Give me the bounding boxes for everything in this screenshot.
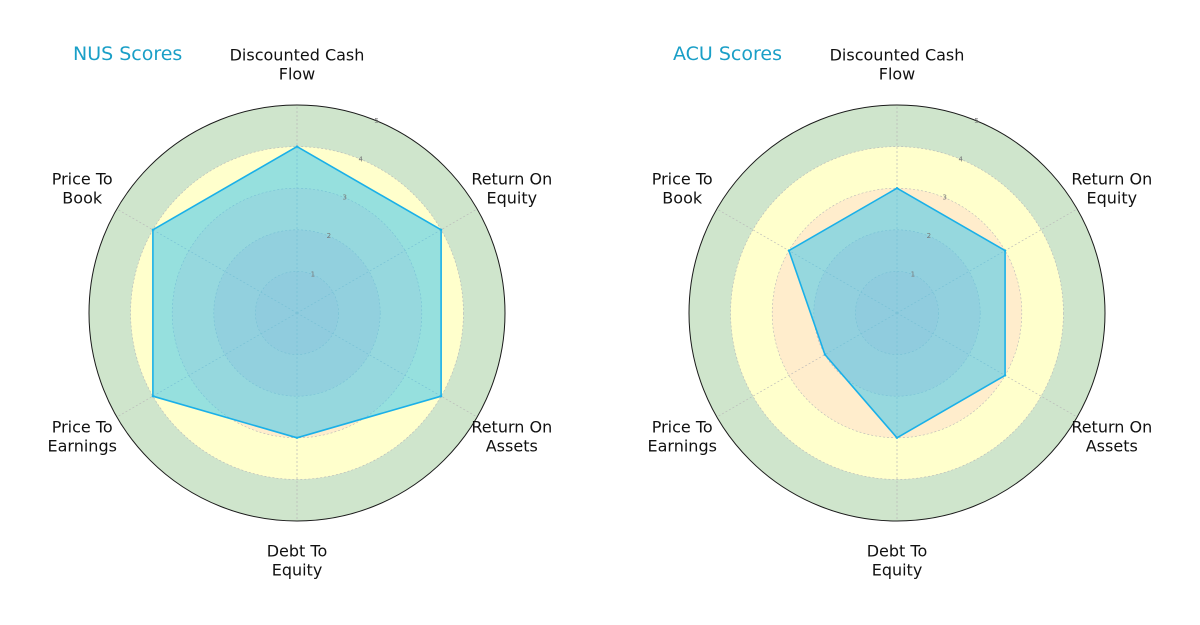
score-point-discounted-cash-flow: [295, 145, 299, 148]
radial-tick-label: 2: [327, 232, 331, 240]
axis-label-price-to-earnings: Price To Earnings: [648, 417, 717, 455]
axis-label-line: Discounted Cash: [830, 45, 965, 64]
axis-label-line: Return On: [471, 169, 552, 188]
axis-label-line: Flow: [279, 64, 316, 83]
axis-label-line: Equity: [272, 560, 323, 579]
score-point-price-to-earnings: [151, 395, 155, 398]
axis-label-return-on-assets: Return On Assets: [471, 417, 552, 455]
chart-title: ACU Scores: [673, 43, 782, 65]
chart-title: NUS Scores: [73, 43, 182, 65]
axis-label-line: Debt To: [267, 541, 328, 560]
grid-ring-3: [771, 187, 1023, 439]
score-point-discounted-cash-flow: [895, 187, 899, 190]
axis-label-line: Return On: [1071, 169, 1152, 188]
axis-label-return-on-equity: Return On Equity: [1071, 169, 1152, 207]
score-point-debt-to-equity: [895, 436, 899, 439]
axis-label-line: Price To: [652, 417, 713, 436]
axis-label-return-on-equity: Return On Equity: [471, 169, 552, 207]
score-point-return-on-equity: [1003, 249, 1007, 252]
axis-label-price-to-book: Price To Book: [52, 169, 113, 207]
axis-label-return-on-assets: Return On Assets: [1071, 417, 1152, 455]
axis-label-price-to-book: Price To Book: [652, 169, 713, 207]
axis-label-line: Flow: [879, 64, 916, 83]
axis-label-line: Equity: [1086, 188, 1137, 207]
axis-label-line: Return On: [471, 417, 552, 436]
axis-label-price-to-earnings: Price To Earnings: [48, 417, 117, 455]
grid-ring-4: [730, 146, 1064, 480]
radial-tick-label: 4: [358, 155, 363, 163]
radial-tick-label: 3: [343, 194, 347, 202]
axis-label-line: Price To: [52, 169, 113, 188]
axis-label-line: Return On: [1071, 417, 1152, 436]
axis-label-debt-to-equity: Debt To Equity: [867, 541, 928, 579]
axis-label-line: Equity: [486, 188, 537, 207]
score-point-return-on-assets: [1003, 374, 1007, 377]
axis-label-line: Price To: [652, 169, 713, 188]
axis-label-line: Book: [662, 188, 703, 207]
score-point-debt-to-equity: [295, 436, 299, 439]
score-point-return-on-assets: [439, 395, 443, 398]
radial-tick-label: 2: [927, 232, 931, 240]
score-point-price-to-book: [151, 228, 155, 231]
axis-label-line: Discounted Cash: [230, 45, 365, 64]
axis-label-line: Assets: [1086, 436, 1138, 455]
axis-label-line: Assets: [486, 436, 538, 455]
outer-ring: [688, 104, 1106, 522]
axis-label-line: Equity: [872, 560, 923, 579]
score-point-price-to-earnings: [823, 353, 827, 356]
outer-ring: [88, 104, 506, 522]
radial-tick-label: 5: [974, 117, 978, 125]
radial-tick-label: 5: [374, 117, 378, 125]
axis-label-line: Book: [62, 188, 103, 207]
axis-label-line: Debt To: [867, 541, 928, 560]
axis-label-line: Earnings: [48, 436, 117, 455]
grid-ring-4: [130, 146, 464, 480]
axis-label-discounted-cash-flow: Discounted Cash Flow: [230, 45, 365, 83]
axis-label-debt-to-equity: Debt To Equity: [267, 541, 328, 579]
axis-label-line: Price To: [52, 417, 113, 436]
score-point-return-on-equity: [439, 228, 443, 231]
radial-tick-label: 4: [958, 155, 963, 163]
radial-tick-label: 3: [943, 194, 947, 202]
radial-tick-label: 1: [311, 271, 315, 279]
score-point-price-to-book: [787, 249, 791, 252]
radial-tick-label: 1: [911, 271, 915, 279]
axis-label-discounted-cash-flow: Discounted Cash Flow: [830, 45, 965, 83]
spoke-price-to-earnings: [716, 312, 898, 418]
axis-label-line: Earnings: [648, 436, 717, 455]
